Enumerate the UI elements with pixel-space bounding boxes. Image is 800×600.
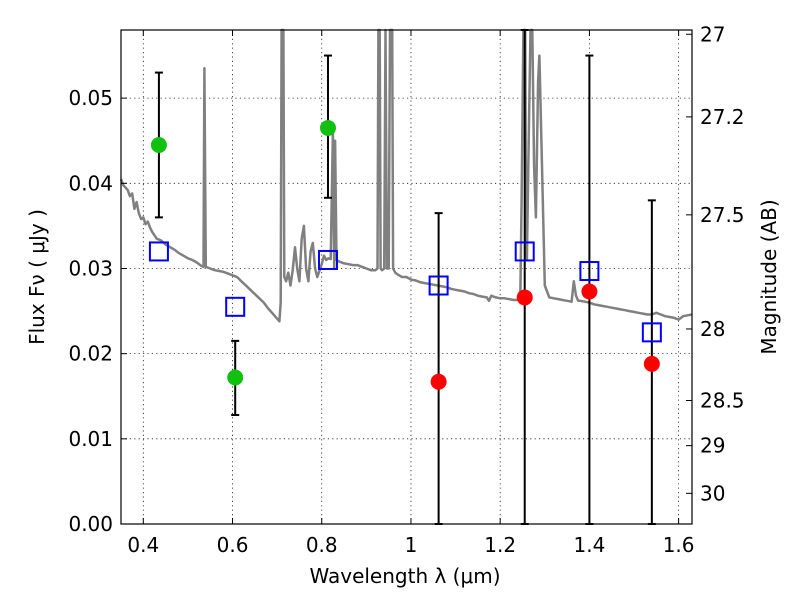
- y-axis-ticks: 0.00 0.01 0.02 0.03 0.04 0.05: [68, 86, 127, 536]
- x-tick-label: 0.8: [306, 533, 338, 557]
- x-tick-label: 0.4: [127, 533, 159, 557]
- magnitude-tick-label: 28: [700, 317, 725, 341]
- model-photometry-marker: [579, 261, 600, 282]
- model-photometry-marker: [428, 275, 449, 296]
- detection-marker: [319, 119, 336, 136]
- x-axis-ticks: 0.4 0.6 0.8 1 1.2 1.4 1.6: [127, 30, 695, 557]
- model-photometry-marker: [225, 296, 246, 317]
- data-markers: [148, 119, 662, 390]
- magnitude-tick-label: 28.5: [700, 389, 745, 413]
- detection-marker: [227, 369, 244, 386]
- magnitude-tick-label: 27.5: [700, 203, 745, 227]
- y-tick-label: 0.03: [68, 256, 113, 280]
- x-tick-label: 1: [405, 533, 418, 557]
- y-axis-title: Flux Fν ( μJy ): [25, 209, 49, 345]
- magnitude-axis-title: Magnitude (AB): [757, 199, 781, 354]
- model-photometry-marker: [641, 322, 662, 343]
- upper-limit-marker: [516, 289, 533, 306]
- x-tick-label: 0.6: [217, 533, 249, 557]
- y-tick-label: 0.04: [68, 171, 113, 195]
- magnitude-tick-label: 30: [700, 481, 725, 505]
- model-spectrum-line: [119, 28, 693, 323]
- plot-frame: [120, 29, 693, 525]
- detection-marker: [150, 136, 167, 153]
- y-tick-label: 0.05: [68, 86, 113, 110]
- magnitude-tick-label: 27.2: [700, 105, 745, 129]
- x-axis-title: Wavelength λ (μm): [309, 564, 500, 588]
- x-tick-label: 1.6: [663, 533, 695, 557]
- model-photometry-marker: [514, 241, 535, 262]
- magnitude-tick-label: 27: [700, 22, 725, 46]
- y-tick-label: 0.02: [68, 342, 113, 366]
- y-tick-label: 0.01: [68, 427, 113, 451]
- model-photometry-marker: [317, 249, 338, 270]
- magnitude-axis-ticks: 27 27.2 27.5 28 28.5 29 30: [686, 22, 745, 505]
- x-tick-label: 1.4: [573, 533, 605, 557]
- upper-limit-marker: [581, 283, 598, 300]
- model-spectrum: [119, 28, 693, 323]
- upper-limit-marker: [430, 373, 447, 390]
- upper-limit-marker: [643, 355, 660, 372]
- magnitude-tick-label: 29: [700, 434, 725, 458]
- y-tick-label: 0.00: [68, 512, 113, 536]
- model-photometry-marker: [148, 241, 169, 262]
- x-tick-label: 1.2: [484, 533, 516, 557]
